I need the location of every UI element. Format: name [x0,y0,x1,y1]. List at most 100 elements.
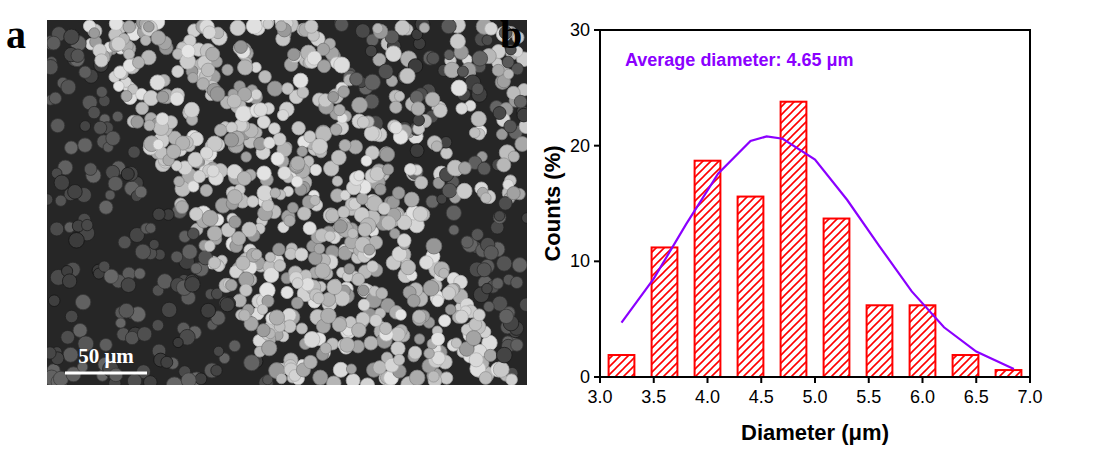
particle [327,279,342,294]
particle [334,57,350,73]
particle [133,57,145,69]
particle [135,186,147,198]
particle [304,332,320,348]
micrograph [47,20,527,385]
particle [153,139,163,149]
particle [439,315,451,327]
particle [144,120,155,131]
particle [508,151,519,162]
particle [71,49,84,62]
particle [493,211,506,224]
particle [352,273,365,286]
particle [153,208,165,220]
x-tick-label: 5.0 [802,387,827,407]
panel-label: b [500,12,522,57]
particle [410,370,425,385]
particle [444,50,454,60]
x-tick-label: 6.0 [910,387,935,407]
particle [125,331,138,344]
particle [304,355,317,368]
particle [270,188,280,198]
x-tick [868,377,870,383]
particle [157,91,169,103]
particle [188,228,200,240]
x-tick-label: 4.0 [695,387,720,407]
bar [652,247,678,377]
particle [227,190,242,205]
particle [121,278,136,293]
particle [310,195,320,205]
particle [479,372,492,385]
particle [68,185,83,200]
particle [69,233,85,249]
particle [310,164,321,175]
particle [207,165,219,177]
particle [151,31,165,45]
particle [108,176,123,191]
particle [144,21,155,32]
particle [229,340,241,352]
particle [425,92,439,106]
particle [193,170,205,182]
particle [414,334,424,344]
particle [390,122,402,134]
particle [455,310,468,323]
particle [522,213,527,224]
particle [344,264,355,275]
particle [497,256,512,271]
particle [99,200,113,214]
x-tick-label: 7.0 [1017,387,1042,407]
particle [461,236,473,248]
particle [321,308,336,323]
particle [291,156,305,170]
particle [383,164,394,175]
particle [291,297,303,309]
particle [293,73,308,88]
particle [413,114,425,126]
y-tick [594,376,600,378]
particle [61,330,75,344]
particle [360,378,374,385]
particle [47,36,60,50]
particle [84,163,97,176]
particle [378,64,393,79]
particle [61,80,76,95]
particle [137,327,152,342]
particle [234,40,247,53]
particle [80,121,91,132]
particle [230,20,245,35]
particle [350,172,364,186]
particle [493,107,506,120]
particle [235,106,251,122]
particle [485,22,498,35]
particle [226,279,238,291]
particle [240,284,252,296]
particle [315,263,330,278]
particle [229,216,241,228]
particle [73,323,87,337]
particle [354,171,364,181]
particle [328,92,339,103]
particle [313,370,328,385]
particle [291,176,302,187]
particle [297,146,307,156]
particle [405,164,417,176]
particle [239,310,250,321]
particle [296,323,307,334]
particle [419,23,429,33]
particle [227,94,241,108]
particle [262,200,274,212]
particle [515,137,527,152]
particle [431,141,442,152]
particle [358,285,369,296]
particle [411,102,425,116]
particle [305,20,318,33]
particle [507,187,520,200]
particle [173,337,183,347]
particle [431,332,444,345]
particle [150,75,165,90]
particle [472,229,484,241]
particle [348,228,358,238]
particle [121,168,134,181]
particle [295,248,308,261]
